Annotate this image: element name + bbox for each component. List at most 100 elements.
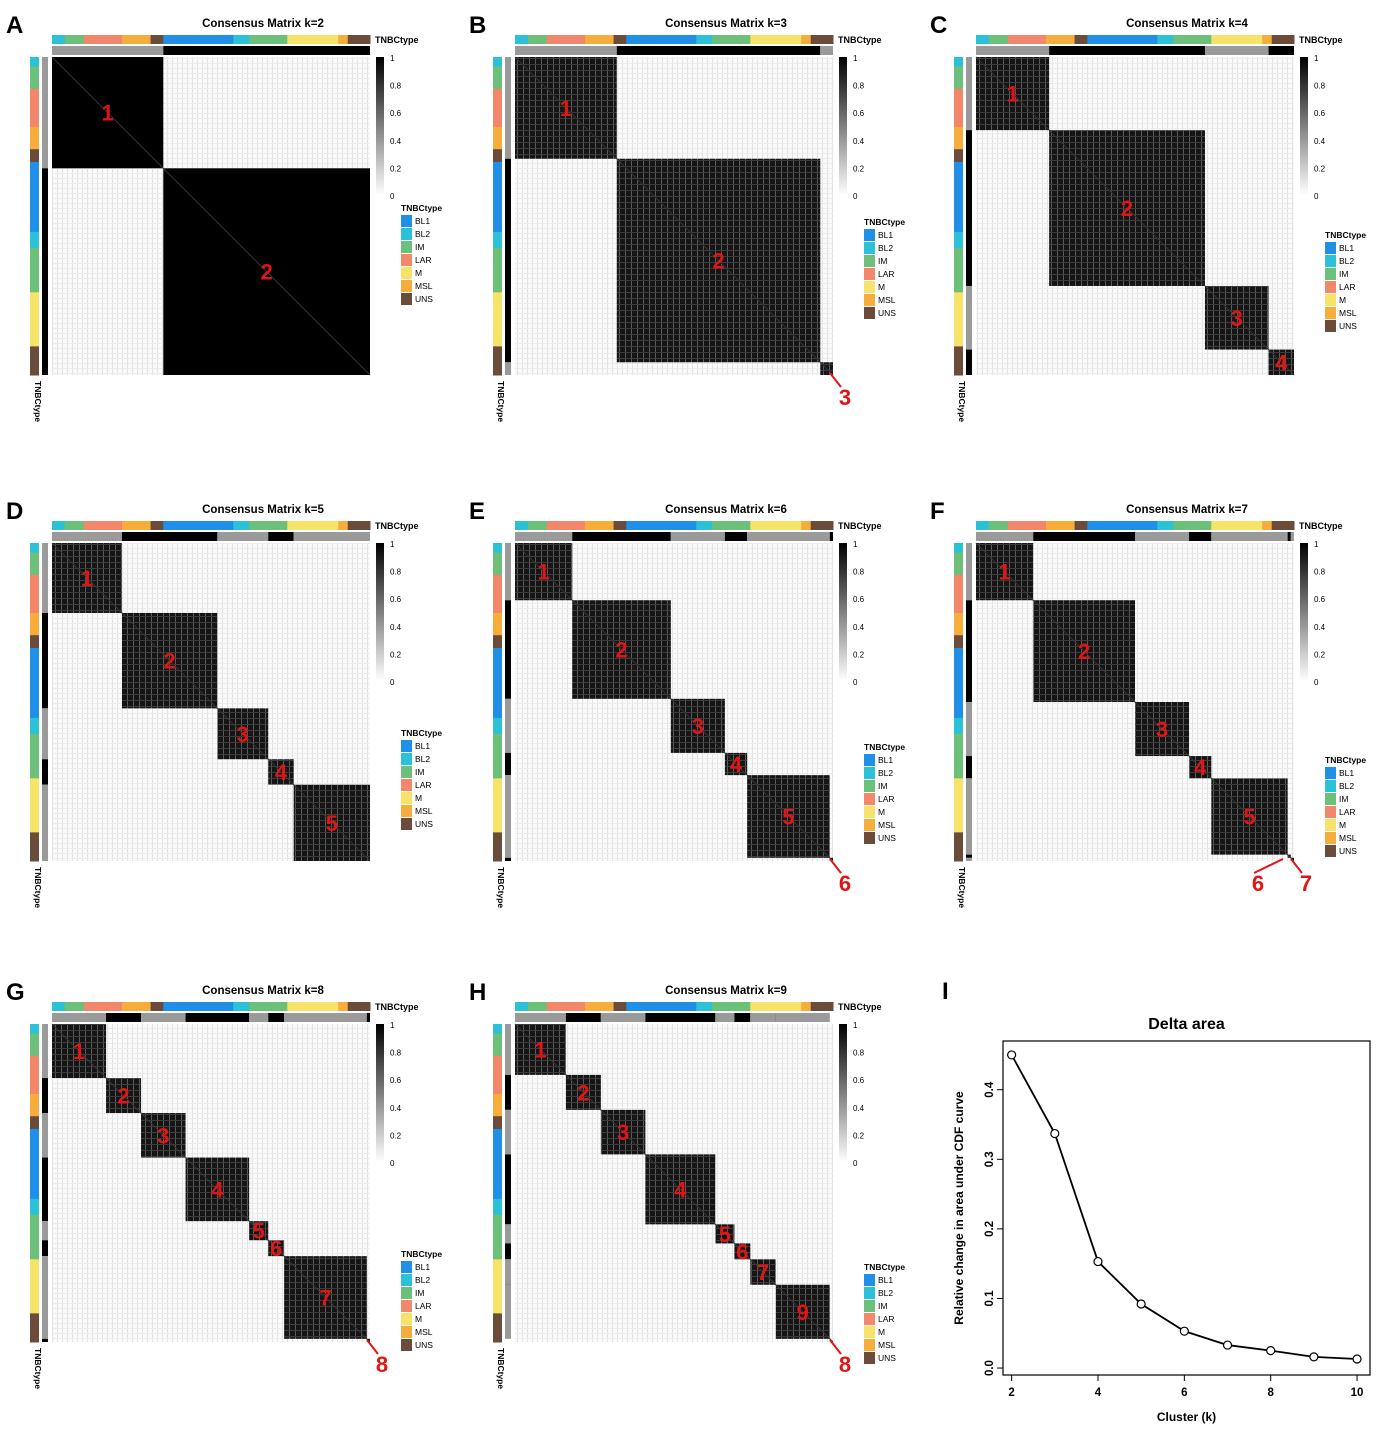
cluster-label: 1 [73,1039,85,1064]
type-strip-cell [30,126,39,150]
cluster-label: 1 [534,1037,546,1062]
colorbar [376,1024,384,1162]
legend-label: BL1 [878,755,893,765]
y-tick-label: 0.4 [984,1081,996,1098]
x-tick-label: 4 [1095,1387,1102,1399]
x-tick-label: 10 [1351,1387,1364,1399]
legend-label: BL2 [1339,781,1354,791]
colorbar-tick: 0.4 [853,1104,865,1113]
cluster-label: 7 [319,1285,331,1310]
legend-swatch [1325,819,1336,831]
legend-label: LAR [878,794,895,804]
colorbar-tick: 0 [390,192,395,201]
type-annotation-cell [810,521,834,530]
cluster-label: 1 [537,560,549,585]
cluster-bar-cell [284,1013,367,1022]
type-annotation-cell [52,35,66,44]
cluster-strip-cell [505,1024,511,1075]
cluster-strip-cell [42,1157,48,1222]
cluster-bar-cell [616,46,821,55]
type-annotation-cell [613,521,627,530]
legend-label: M [1339,295,1346,305]
cluster-label: 1 [102,101,114,126]
colorbar-tick: 0.8 [390,82,402,91]
cluster-label: 5 [782,804,794,829]
colorbar-tick: 0.8 [390,568,402,577]
colorbar-tick: 1 [390,540,395,549]
type-strip-cell [30,1214,39,1260]
legend-title: TNBCtype [864,742,905,752]
colorbar-tick: 0 [390,1159,395,1168]
type-strip-cell [954,66,963,90]
type-annotation-cell [1045,521,1076,530]
colorbar-tick: 0 [853,678,858,687]
annotation-label-left: TNBCtype [496,381,506,422]
callout-line [1290,858,1303,874]
type-annotation-cell [613,1002,627,1011]
type-strip-cell [30,832,39,862]
delta-area-point [1007,1050,1017,1060]
x-tick-label: 8 [1267,1387,1274,1399]
type-annotation-cell [150,521,164,530]
colorbar [839,1024,847,1162]
legend-swatch [401,280,412,292]
type-annotation-cell [527,1002,548,1011]
cluster-label: 2 [712,249,724,274]
type-strip-cell [30,733,39,779]
type-strip-cell [954,57,963,68]
legend-swatch [864,1274,875,1286]
legend-label: MSL [415,281,433,291]
type-strip-cell [493,66,502,90]
legend-label: BL2 [415,229,430,239]
cluster-bar-cell [106,1013,142,1022]
type-strip-cell [954,647,963,719]
type-strip-cell [30,717,39,735]
legend-label: MSL [878,1340,896,1350]
matrix-diagonal [51,1023,371,1343]
colorbar-tick: 0.6 [1314,109,1326,118]
type-annotation-cell [527,521,548,530]
type-strip-cell [493,717,502,735]
annotation-label-left: TNBCtype [33,867,43,908]
cluster-bar-cell [1211,532,1288,541]
colorbar [1300,57,1308,195]
type-strip-cell [30,231,39,249]
cluster-bar-cell [670,532,725,541]
type-annotation-cell [988,521,1009,530]
type-strip-cell [493,543,502,554]
type-annotation-cell [1271,521,1295,530]
colorbar-tick: 0.4 [390,1104,402,1113]
legend-label: UNS [878,308,896,318]
legend-label: BL2 [878,768,893,778]
panel-title: Consensus Matrix k=6 [665,504,787,516]
legend-swatch [1325,320,1336,332]
colorbar-tick: 0.2 [390,1131,402,1140]
type-annotation-cell [52,521,66,530]
type-annotation-cell [1045,35,1076,44]
colorbar [376,543,384,681]
type-strip-cell [493,161,502,233]
matrix-diagonal [514,56,834,376]
panel-f: F Consensus Matrix k=7 TNBCtype TNBCtype 1 2 3… [930,498,1366,908]
cluster-label: 5 [253,1219,265,1244]
cluster-strip-cell [42,168,48,375]
panel-h: H Consensus Matrix k=9 TNBCtype TNBCtype 1 2 3… [469,979,905,1389]
delta-area-point [1222,1340,1233,1350]
legend-label: IM [878,1301,887,1311]
colorbar-tick: 0.2 [1314,164,1326,173]
legend-label: LAR [415,1301,432,1311]
panel-b: B Consensus Matrix k=3 TNBCtype TNBCtype 1 2 3… [469,12,905,422]
cluster-bar-cell [1268,46,1294,55]
legend-swatch [1325,255,1336,267]
legend-swatch [401,228,412,240]
cluster-strip-cell [505,1109,511,1155]
type-strip-cell [30,1093,39,1117]
type-annotation-cell [515,35,529,44]
type-strip-cell [30,543,39,554]
type-annotation-cell [233,35,250,44]
type-strip-cell [493,149,502,163]
type-annotation-cell [1271,35,1295,44]
colorbar-tick: 0.8 [1314,568,1326,577]
legend-swatch [864,307,875,319]
